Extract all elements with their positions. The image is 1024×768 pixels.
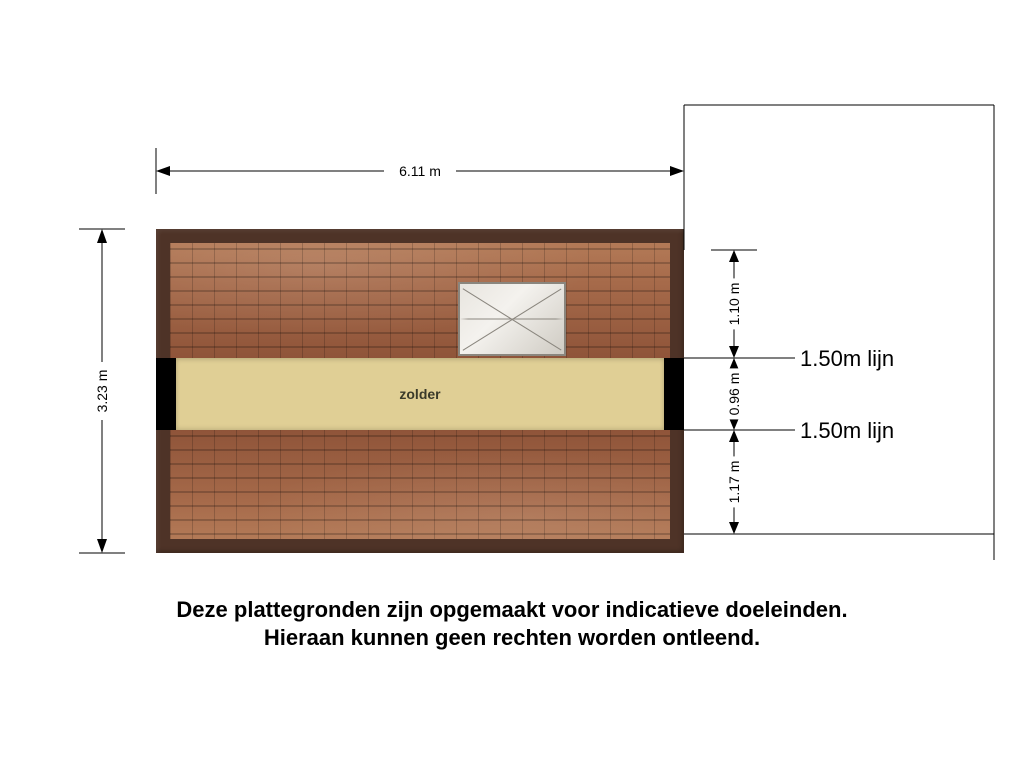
disclaimer-line2: Hieraan kunnen geen rechten worden ontle… <box>264 625 760 650</box>
disclaimer-caption: Deze plattegronden zijn opgemaakt voor i… <box>0 596 1024 651</box>
floor-plan-stage: zolder 6.11 m 3.23 m <box>0 0 1024 768</box>
corner-open-box <box>0 0 1024 768</box>
disclaimer-line1: Deze plattegronden zijn opgemaakt voor i… <box>176 597 847 622</box>
